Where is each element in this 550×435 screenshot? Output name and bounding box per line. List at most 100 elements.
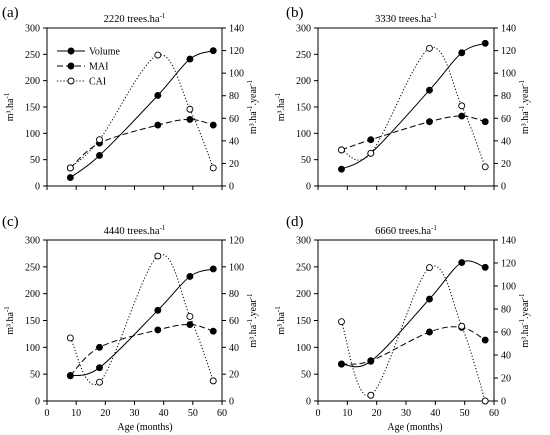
right-tick-label: 0 (229, 397, 234, 408)
right-tick-label: 0 (229, 182, 234, 193)
left-tick-label: 250 (296, 262, 311, 273)
x-tick-label: 50 (460, 408, 470, 419)
data-point-volume (186, 55, 194, 63)
data-point-mai (426, 328, 433, 336)
legend-label-mai: MAI (89, 62, 108, 73)
left-tick-label: 0 (306, 182, 311, 193)
panels: (a) 2220 trees.ha-10501001502002503000204… (2, 5, 531, 419)
data-point-cai (426, 44, 433, 52)
data-point-volume (426, 86, 433, 94)
left-tick-label: 300 (25, 24, 40, 35)
x-tick-label: 0 (45, 408, 50, 419)
right-tick-label: 40 (501, 136, 511, 147)
right-tick-label: 80 (501, 91, 511, 102)
data-point-cai (186, 105, 194, 113)
data-point-cai (96, 136, 103, 144)
data-point-volume (338, 165, 345, 173)
x-tick-label: 50 (188, 408, 198, 419)
right-tick-label: 140 (501, 236, 516, 247)
legend-marker-mai (67, 62, 75, 70)
data-point-mai (458, 112, 466, 120)
left-tick-label: 250 (25, 50, 40, 61)
data-point-cai (186, 313, 194, 320)
series-line-mai (70, 118, 214, 169)
data-point-mai (481, 118, 489, 126)
left-tick-label: 300 (296, 236, 311, 247)
left-tick-label: 50 (301, 155, 311, 166)
left-tick-label: 50 (30, 155, 40, 166)
right-axis-label: m³.ha-1.year-1 (518, 293, 531, 348)
left-axis-label: m³.ha-1 (274, 306, 287, 335)
left-axis-label: m³.ha-1 (274, 92, 287, 121)
data-point-cai (367, 149, 375, 157)
data-point-mai (154, 326, 162, 334)
data-point-volume (458, 259, 466, 266)
right-tick-label: 120 (229, 46, 244, 57)
data-point-volume (481, 39, 489, 47)
chart-title: 4440 trees.ha-1 (104, 224, 166, 237)
data-point-cai (209, 377, 217, 385)
x-tick-label: 20 (372, 408, 382, 419)
x-tick-label: 30 (130, 408, 140, 419)
legend: Volume MAI CAI (57, 47, 120, 88)
left-tick-label: 150 (296, 103, 311, 114)
right-tick-label: 60 (229, 316, 239, 327)
right-axis-label: m³.ha-1.year-1 (246, 79, 259, 134)
data-point-volume (426, 295, 433, 303)
shared-x-axis-label: Age (months) (387, 422, 442, 433)
panel-label: (a) (2, 5, 19, 21)
data-point-volume (154, 306, 162, 314)
right-tick-label: 60 (229, 114, 239, 125)
right-tick-label: 40 (229, 343, 239, 354)
data-point-cai (481, 397, 489, 405)
data-point-volume (96, 152, 103, 159)
left-tick-label: 300 (296, 24, 311, 35)
left-tick-label: 50 (30, 370, 40, 381)
left-tick-label: 100 (296, 343, 311, 354)
legend-label-volume: Volume (89, 47, 120, 58)
left-tick-label: 250 (296, 50, 311, 61)
right-tick-label: 20 (229, 370, 239, 381)
data-point-cai (66, 164, 74, 172)
shared-x-axis-label-left: Age (months) (117, 422, 172, 433)
right-tick-label: 80 (229, 289, 239, 300)
left-tick-label: 150 (25, 103, 40, 114)
series-line-cai (341, 46, 486, 167)
left-tick-label: 0 (35, 182, 40, 193)
data-point-volume (209, 265, 217, 273)
left-axis-label: m³.ha-1 (3, 306, 16, 335)
right-tick-label: 20 (501, 374, 511, 385)
chart-title: 2220 trees.ha-1 (104, 12, 166, 25)
right-tick-label: 100 (229, 262, 244, 273)
left-tick-label: 0 (35, 397, 40, 408)
series-line-volume (341, 260, 486, 368)
right-tick-label: 0 (501, 182, 506, 193)
right-tick-label: 40 (501, 351, 511, 362)
data-point-mai (66, 372, 74, 379)
left-tick-label: 0 (306, 397, 311, 408)
left-tick-label: 50 (301, 370, 311, 381)
data-point-volume (154, 91, 162, 99)
x-tick-label: 10 (342, 408, 352, 419)
data-point-cai (66, 334, 74, 342)
data-point-mai (367, 357, 375, 365)
right-tick-label: 20 (501, 159, 511, 170)
right-tick-label: 100 (501, 69, 516, 80)
right-tick-label: 60 (501, 114, 511, 125)
data-point-volume (66, 174, 74, 182)
data-point-mai (209, 121, 217, 129)
right-tick-label: 120 (501, 46, 516, 57)
data-point-volume (96, 364, 103, 372)
left-tick-label: 100 (25, 129, 40, 140)
left-tick-label: 100 (25, 343, 40, 354)
chart-panel: (c)4440 trees.ha-10501001502002503000204… (2, 214, 259, 419)
data-point-mai (426, 118, 433, 126)
x-tick-label: 20 (100, 408, 110, 419)
legend-marker-volume (67, 47, 75, 55)
series-line-mai (69, 323, 214, 376)
legend-label-cai: CAI (89, 77, 106, 88)
right-tick-label: 140 (229, 24, 244, 35)
chart-title: 3330 trees.ha-1 (375, 12, 437, 25)
plot-frame (317, 27, 495, 187)
